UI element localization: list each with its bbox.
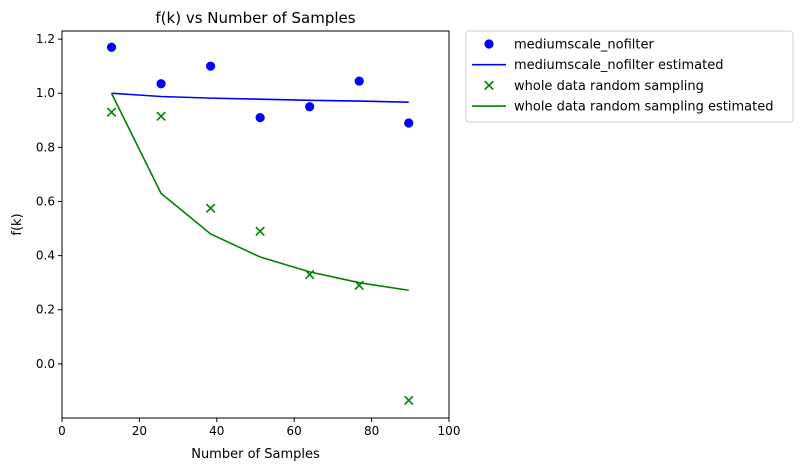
y-tick-label: 0.8 [36, 140, 55, 154]
data-point [156, 111, 166, 122]
legend-swatch [484, 80, 494, 91]
data-point [305, 102, 315, 112]
x-axis: 0 20 40 60 80 100 [58, 418, 460, 438]
plot-area [62, 31, 449, 418]
legend-frame [465, 30, 794, 123]
x-axis-label: Number of Samples [191, 447, 320, 462]
chart-title: f(k) vs Number of Samples [155, 9, 355, 27]
y-tick-label: 0.6 [36, 194, 55, 208]
y-axis-label: f(k) [10, 213, 25, 235]
data-point-stroke [304, 269, 315, 280]
data-point [255, 113, 265, 123]
data-point-stroke [403, 395, 414, 406]
data-point [304, 269, 315, 280]
data-point-stroke [354, 280, 364, 291]
x-tick-label: 0 [58, 424, 66, 438]
data-point-stroke [205, 203, 216, 214]
plot-frame [61, 30, 450, 419]
data-point [403, 395, 414, 406]
legend: mediumscale_nofilter mediumscale_nofilter… [465, 30, 794, 123]
data-point-stroke [106, 107, 117, 117]
data-point [255, 226, 265, 237]
legend-label: mediumscale_nofilter estimated [514, 58, 723, 73]
legend-label: whole data random sampling [514, 79, 704, 94]
series-line-1 [111, 92, 409, 103]
data-point [404, 118, 414, 128]
data-point [106, 42, 117, 52]
x-tick-label: 40 [209, 424, 224, 438]
series-line-3 [110, 92, 409, 292]
data-point [206, 61, 216, 71]
data-point [156, 79, 166, 89]
data-point [354, 280, 364, 291]
data-point [205, 203, 216, 214]
legend-label: whole data random sampling estimated [514, 100, 774, 115]
y-tick-label: 1.2 [36, 32, 55, 46]
data-point-stroke [255, 226, 265, 237]
y-tick-label: 0.0 [36, 357, 55, 371]
legend-swatch [484, 39, 494, 49]
data-point [106, 107, 117, 117]
x-tick-label: 100 [438, 424, 461, 438]
data-point [354, 76, 364, 86]
x-tick-label: 80 [364, 424, 379, 438]
x-tick-label: 60 [287, 424, 302, 438]
y-tick-label: 0.4 [36, 249, 55, 263]
legend-swatch-stroke [484, 80, 494, 91]
y-axis: 0.0 0.2 0.4 0.6 0.8 1.0 1.2 [36, 32, 62, 371]
x-tick-label: 20 [132, 424, 147, 438]
chart-marks [106, 42, 414, 406]
legend-label: mediumscale_nofilter [514, 38, 655, 53]
data-point-stroke [156, 111, 166, 122]
y-tick-label: 0.2 [36, 303, 55, 317]
y-tick-label: 1.0 [36, 86, 55, 100]
